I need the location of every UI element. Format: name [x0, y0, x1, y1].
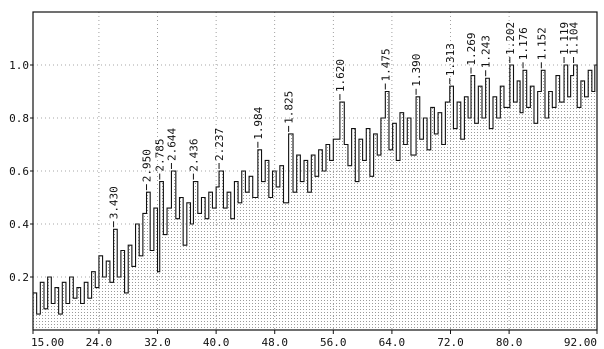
x-tick-label-8: 80.0: [496, 336, 523, 349]
x-tick-label-4: 48.0: [261, 336, 288, 349]
peak-label-7: 1.825: [283, 91, 296, 124]
series-layer: [33, 64, 598, 315]
x-tick-label-1: 24.0: [86, 336, 113, 349]
peak-label-9: 1.475: [379, 48, 392, 81]
grid: [33, 12, 597, 330]
y-tick-label-2: 0.6: [9, 165, 29, 178]
peak-label-11: 1.313: [444, 43, 457, 76]
peak-label-12: 1.269: [465, 32, 478, 65]
series-line: [33, 64, 598, 315]
area-fill: [33, 65, 597, 330]
peak-label-17: 1.119: [558, 22, 571, 55]
peak-label-10: 1.390: [410, 54, 423, 87]
x-axis-ticks: 15.00 24.0 32.0 40.0 48.0 56.0 64.0 72.0 80.0 92.…: [31, 330, 598, 349]
peak-label-4: 2.436: [187, 138, 200, 171]
peak-label-3: 2.644: [165, 128, 178, 161]
peak-label-15: 1.176: [517, 27, 530, 60]
y-tick-label-0: 0.2: [9, 271, 29, 284]
x-tick-label-2: 32.0: [144, 336, 171, 349]
peak-label-14: 1.202: [504, 22, 517, 55]
x-tick-label-7: 72.0: [437, 336, 464, 349]
y-tick-label-3: 0.8: [9, 112, 29, 125]
peak-label-18: 1.104: [568, 22, 581, 55]
y-tick-label-4: 1.0: [9, 59, 29, 72]
peak-label-13: 1.243: [480, 35, 493, 68]
peak-label-16: 1.152: [535, 27, 548, 60]
peak-label-5: 2.237: [213, 128, 226, 161]
x-tick-label-6: 64.0: [379, 336, 406, 349]
x-tick-label-3: 40.0: [203, 336, 230, 349]
peak-label-2: 2.785: [154, 138, 167, 171]
x-tick-label-9: 92.00: [564, 336, 597, 349]
peak-label-0: 3.430: [108, 186, 121, 219]
series-fill: [33, 65, 597, 330]
peak-label-6: 1.984: [252, 106, 265, 139]
x-tick-label-5: 56.0: [320, 336, 347, 349]
peak-label-8: 1.620: [334, 59, 347, 92]
peak-label-1: 2.950: [141, 149, 154, 182]
y-tick-label-1: 0.4: [9, 218, 29, 231]
x-tick-label-0: 15.00: [31, 336, 64, 349]
y-axis-ticks: 0.2 0.4 0.6 0.8 1.0: [9, 59, 33, 284]
